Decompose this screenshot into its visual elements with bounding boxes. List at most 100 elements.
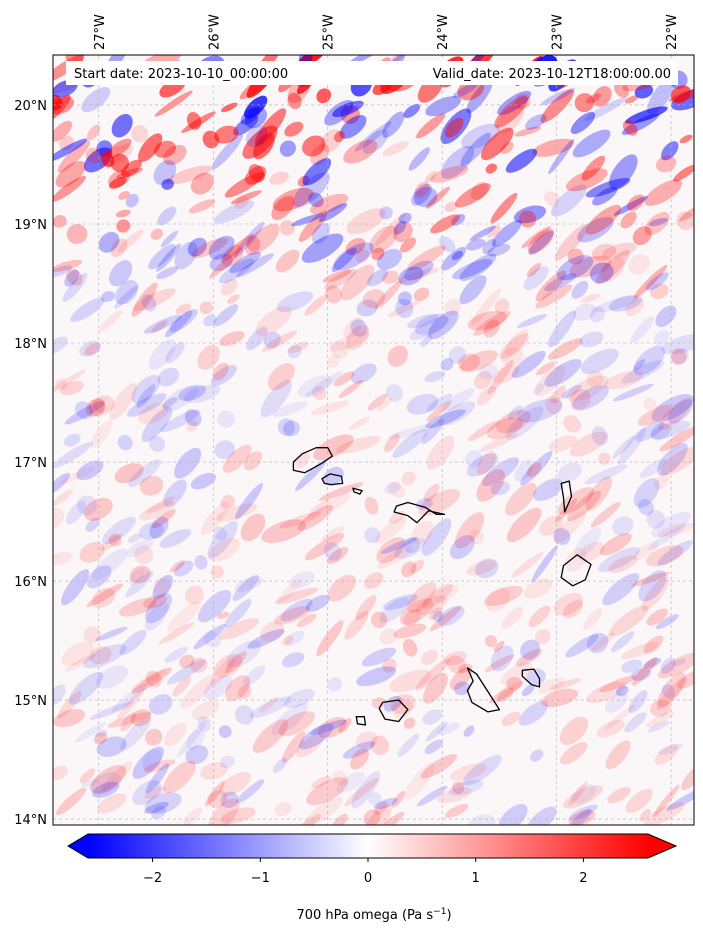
omega-cell (476, 386, 497, 406)
omega-cell (425, 96, 462, 117)
omega-cell (415, 498, 433, 510)
omega-cell (506, 507, 542, 543)
omega-cell (459, 275, 487, 305)
omega-cell (556, 255, 594, 281)
latitude-tick-labels: 20°N 19°N 18°N 17°N 16°N 15°N 14°N (14, 99, 47, 828)
omega-cell (403, 103, 421, 119)
omega-cell (214, 440, 235, 459)
omega-cell (197, 589, 232, 623)
omega-cell (120, 716, 152, 751)
omega-cell (162, 385, 199, 411)
omega-cell (641, 577, 670, 611)
omega-cell (413, 287, 430, 302)
omega-cell (356, 299, 378, 317)
omega-cell (483, 319, 500, 338)
omega-cell (627, 194, 645, 211)
omega-cell (548, 139, 575, 175)
omega-cell (496, 104, 525, 134)
omega-cell (220, 791, 239, 808)
omega-cell (651, 394, 694, 422)
omega-cell (644, 179, 683, 206)
omega-cell (294, 450, 311, 469)
omega-cell (654, 744, 679, 765)
omega-cell (145, 763, 170, 794)
omega-cell (275, 249, 300, 273)
omega-cell (214, 125, 239, 144)
map-frame (52, 54, 695, 826)
omega-cell (134, 545, 154, 565)
omega-cell (98, 231, 120, 253)
omega-cell (163, 760, 196, 794)
omega-cell (121, 159, 142, 177)
omega-cell (86, 565, 112, 589)
omega-cell (376, 546, 413, 569)
omega-cell (319, 482, 364, 501)
omega-cell (392, 428, 428, 458)
omega-cell (343, 317, 364, 338)
omega-cell (653, 473, 670, 490)
omega-cell (589, 306, 606, 323)
omega-cell (405, 762, 435, 800)
omega-cell (374, 280, 402, 310)
omega-cell (86, 583, 124, 608)
omega-cell (646, 711, 675, 728)
omega-cell (449, 667, 473, 691)
omega-cell (165, 342, 185, 364)
omega-cell (260, 621, 285, 642)
longitude-tick-label: 27°W (93, 14, 108, 50)
omega-cell (452, 83, 478, 98)
omega-cell (480, 127, 514, 161)
omega-cell (219, 755, 235, 769)
omega-cell (232, 575, 259, 602)
omega-cell (554, 498, 578, 523)
omega-cell (355, 731, 378, 749)
omega-cell (166, 165, 212, 185)
omega-cell (511, 551, 544, 578)
omega-cell (584, 464, 628, 485)
omega-cell (466, 78, 494, 114)
island-coastline (355, 716, 367, 726)
omega-cell (650, 420, 691, 439)
omega-cell (409, 316, 450, 340)
omega-cell (393, 221, 413, 243)
omega-cell (592, 86, 612, 107)
omega-cell (501, 711, 521, 726)
omega-cell (393, 267, 439, 284)
omega-cell (535, 284, 573, 309)
omega-cell (382, 270, 399, 284)
omega-cell (174, 447, 202, 479)
omega-cell (394, 537, 426, 559)
omega-cell (586, 681, 627, 703)
omega-cell (101, 516, 136, 545)
omega-cell (531, 545, 558, 583)
omega-cell (424, 370, 446, 383)
omega-cell (535, 361, 556, 376)
omega-cell (234, 705, 255, 725)
omega-cell (368, 792, 382, 806)
omega-cell (111, 683, 149, 713)
omega-cell (647, 720, 670, 733)
omega-cell (367, 394, 388, 411)
omega-cell (145, 728, 163, 746)
omega-cell (585, 178, 631, 198)
omega-cell (646, 545, 684, 567)
omega-cell (180, 674, 216, 709)
omega-cell (605, 692, 628, 713)
omega-cell (459, 253, 497, 282)
omega-cell (621, 659, 643, 673)
omega-cell (53, 120, 73, 142)
omega-cell (220, 807, 256, 824)
omega-cell (114, 285, 139, 309)
omega-cell (650, 699, 671, 717)
omega-cell (146, 496, 175, 514)
omega-cell (451, 781, 465, 794)
omega-cell (486, 417, 523, 440)
omega-cell (132, 746, 164, 779)
omega-cell (131, 125, 149, 143)
omega-cell (284, 121, 304, 137)
omega-cell (61, 569, 90, 606)
latitude-tick-label: 16°N (14, 575, 47, 590)
omega-cell (656, 614, 679, 630)
omega-cell (245, 223, 280, 256)
omega-cell (633, 345, 666, 376)
